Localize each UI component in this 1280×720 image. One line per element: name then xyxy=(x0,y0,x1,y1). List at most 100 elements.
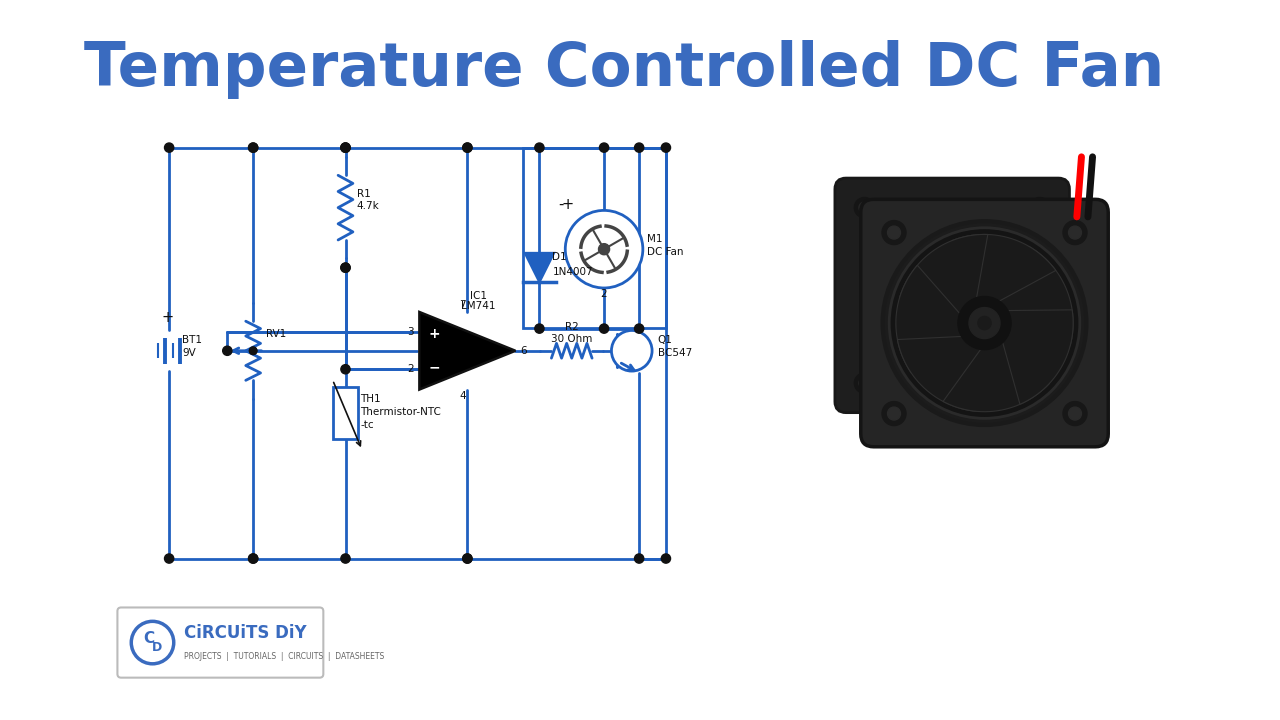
Circle shape xyxy=(1069,226,1082,239)
Circle shape xyxy=(887,226,900,239)
Text: R2: R2 xyxy=(564,323,579,333)
Circle shape xyxy=(883,221,1087,425)
Circle shape xyxy=(248,143,257,152)
Circle shape xyxy=(635,143,644,152)
Text: 2: 2 xyxy=(407,364,413,374)
Text: C: C xyxy=(143,631,155,647)
Circle shape xyxy=(1062,220,1087,245)
Circle shape xyxy=(1062,402,1087,426)
Text: 4: 4 xyxy=(460,392,466,401)
Circle shape xyxy=(340,143,351,152)
Text: CiRCUiTS DiY: CiRCUiTS DiY xyxy=(184,624,306,642)
Circle shape xyxy=(340,143,351,152)
Circle shape xyxy=(1029,373,1050,393)
Circle shape xyxy=(635,324,644,333)
Text: 4.7k: 4.7k xyxy=(357,202,379,212)
Polygon shape xyxy=(897,336,993,411)
Bar xyxy=(689,46,1271,582)
Text: 30 Ohm: 30 Ohm xyxy=(552,333,593,343)
Text: TH1: TH1 xyxy=(360,394,381,404)
Circle shape xyxy=(887,407,900,420)
Circle shape xyxy=(250,347,257,354)
Polygon shape xyxy=(1000,310,1073,405)
Circle shape xyxy=(223,346,232,356)
Circle shape xyxy=(599,324,609,333)
Circle shape xyxy=(340,364,351,374)
Text: 7: 7 xyxy=(460,300,466,310)
Circle shape xyxy=(1029,197,1050,217)
Text: 1N4007: 1N4007 xyxy=(553,267,593,277)
FancyBboxPatch shape xyxy=(118,608,324,678)
Bar xyxy=(333,387,358,439)
Circle shape xyxy=(969,307,1000,338)
Bar xyxy=(522,148,666,328)
Polygon shape xyxy=(900,235,988,328)
Circle shape xyxy=(1034,202,1046,213)
Text: Q1: Q1 xyxy=(658,336,672,346)
Circle shape xyxy=(248,143,257,152)
Circle shape xyxy=(566,210,643,288)
Circle shape xyxy=(463,554,472,563)
Text: -: - xyxy=(558,197,563,212)
Polygon shape xyxy=(896,265,975,373)
Text: D1: D1 xyxy=(553,252,567,262)
Text: +: + xyxy=(561,197,573,212)
Text: +: + xyxy=(161,310,173,325)
Circle shape xyxy=(890,228,1080,418)
Circle shape xyxy=(165,554,174,563)
Circle shape xyxy=(463,143,472,152)
Circle shape xyxy=(1034,377,1046,389)
Circle shape xyxy=(340,143,351,152)
Circle shape xyxy=(248,554,257,563)
Text: PROJECTS  |  TUTORIALS  |  CIRCUITS  |  DATASHEETS: PROJECTS | TUTORIALS | CIRCUITS | DATASH… xyxy=(184,652,384,661)
Circle shape xyxy=(859,377,870,389)
Circle shape xyxy=(340,263,351,272)
Text: RV1: RV1 xyxy=(266,329,287,339)
Circle shape xyxy=(859,202,870,213)
Text: LM741: LM741 xyxy=(461,301,495,311)
FancyBboxPatch shape xyxy=(835,178,1070,413)
Polygon shape xyxy=(943,328,1050,412)
Text: Temperature Controlled DC Fan: Temperature Controlled DC Fan xyxy=(84,40,1165,99)
Circle shape xyxy=(1069,407,1082,420)
Circle shape xyxy=(165,143,174,152)
Polygon shape xyxy=(952,235,1056,310)
Text: −: − xyxy=(429,361,440,374)
Circle shape xyxy=(957,297,1011,350)
Circle shape xyxy=(662,554,671,563)
Text: -tc: -tc xyxy=(360,420,374,430)
Text: M1: M1 xyxy=(648,234,663,244)
Text: IC1: IC1 xyxy=(470,291,486,301)
Circle shape xyxy=(612,330,652,371)
Circle shape xyxy=(463,143,472,152)
Circle shape xyxy=(978,316,991,330)
Circle shape xyxy=(248,554,257,563)
Text: Thermistor-NTC: Thermistor-NTC xyxy=(360,407,442,417)
Circle shape xyxy=(599,143,609,152)
Circle shape xyxy=(882,220,906,245)
Text: BT1: BT1 xyxy=(182,336,202,346)
Text: +: + xyxy=(429,327,440,341)
Circle shape xyxy=(535,143,544,152)
Circle shape xyxy=(250,347,257,354)
Polygon shape xyxy=(984,246,1073,346)
Text: DC Fan: DC Fan xyxy=(648,247,684,257)
Text: R1: R1 xyxy=(357,189,370,199)
Text: BC547: BC547 xyxy=(658,348,692,359)
Circle shape xyxy=(463,554,472,563)
Text: 9V: 9V xyxy=(182,348,196,359)
Circle shape xyxy=(635,554,644,563)
Polygon shape xyxy=(420,312,516,390)
Circle shape xyxy=(854,373,874,393)
Circle shape xyxy=(599,243,609,255)
FancyBboxPatch shape xyxy=(860,199,1108,447)
Circle shape xyxy=(882,402,906,426)
Circle shape xyxy=(340,263,351,272)
Circle shape xyxy=(132,621,174,664)
Circle shape xyxy=(535,324,544,333)
Polygon shape xyxy=(525,253,554,282)
Text: 6: 6 xyxy=(520,346,526,356)
Text: D: D xyxy=(152,641,163,654)
Circle shape xyxy=(854,197,874,217)
Text: 2: 2 xyxy=(600,289,608,300)
